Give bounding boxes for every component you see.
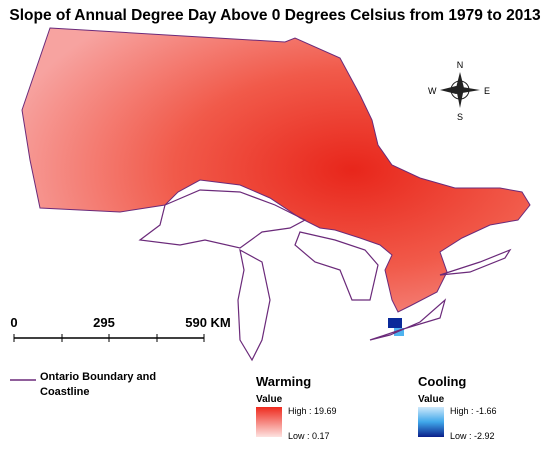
legend-ramp	[418, 407, 444, 437]
legend-title: Warming	[256, 374, 311, 389]
legend-low: Low : -2.92	[450, 431, 495, 441]
warming-legend: Warming Value High : 19.69 Low : 0.17	[256, 374, 337, 441]
legend-label: Coastline	[40, 386, 90, 398]
legend-label: Ontario Boundary and	[40, 371, 156, 383]
ontario-map	[21, 27, 531, 313]
legend-subtitle: Value	[256, 394, 283, 405]
compass-label: S	[457, 112, 463, 122]
compass-label: E	[484, 86, 490, 96]
legend-high: High : -1.66	[450, 406, 497, 416]
scale-label: 590 KM	[185, 315, 231, 330]
scale-label: 0	[10, 315, 17, 330]
scale-bar: 0 295 590 KM	[10, 315, 231, 342]
legend-subtitle: Value	[418, 394, 445, 405]
legend-low: Low : 0.17	[288, 431, 330, 441]
cooling-legend: Cooling Value High : -1.66 Low : -2.92	[418, 374, 497, 441]
legend-title: Cooling	[418, 374, 466, 389]
cooling-area	[394, 328, 404, 336]
compass-label: W	[428, 86, 437, 96]
cooling-area	[388, 318, 402, 328]
legend-high: High : 19.69	[288, 406, 337, 416]
map-title: Slope of Annual Degree Day Above 0 Degre…	[9, 7, 541, 24]
boundary-legend: Ontario Boundary and Coastline	[10, 371, 156, 398]
legend-ramp	[256, 407, 282, 437]
scale-label: 295	[93, 315, 115, 330]
compass-label: N	[457, 60, 464, 70]
great-lakes	[138, 189, 512, 362]
compass: N S E W	[428, 60, 490, 122]
